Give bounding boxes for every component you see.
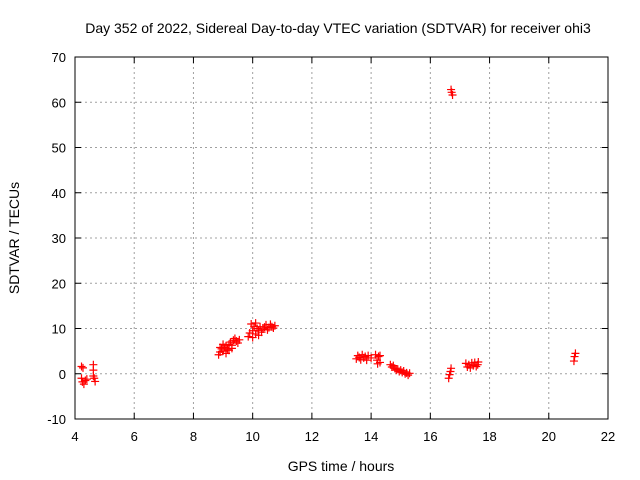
data-point <box>571 349 580 358</box>
data-point <box>254 331 263 340</box>
data-point <box>367 353 376 362</box>
y-tick-label: 30 <box>52 231 66 246</box>
data-point <box>472 362 481 371</box>
data-point <box>251 319 260 328</box>
data-point <box>78 363 87 372</box>
data-point <box>404 371 413 380</box>
x-tick-label: 22 <box>601 429 615 444</box>
y-tick-label: 40 <box>52 186 66 201</box>
y-axis-label: SDTVAR / TECUs <box>6 182 22 294</box>
x-axis: 4 6 8 10 12 14 16 18 20 22 <box>71 57 615 444</box>
data-point <box>77 362 86 371</box>
data-point <box>405 369 414 378</box>
x-tick-label: 12 <box>305 429 319 444</box>
chart-title: Day 352 of 2022, Sidereal Day-to-day VTE… <box>85 20 591 36</box>
x-tick-label: 4 <box>71 429 78 444</box>
data-point <box>375 351 384 360</box>
data-point <box>227 344 236 353</box>
data-point <box>362 356 371 365</box>
x-tick-label: 18 <box>482 429 496 444</box>
data-point <box>444 374 453 383</box>
data-point <box>353 351 362 360</box>
data-point <box>235 335 244 344</box>
data-point <box>374 352 383 361</box>
y-tick-label: 20 <box>52 276 66 291</box>
y-tick-label: 10 <box>52 322 66 337</box>
y-tick-label: 50 <box>52 141 66 156</box>
x-axis-label: GPS time / hours <box>288 458 395 474</box>
data-point <box>82 375 91 384</box>
y-tick-label: 70 <box>52 50 66 65</box>
data-point <box>219 340 228 349</box>
data-point <box>375 358 384 367</box>
data-point <box>81 376 90 385</box>
y-axis: -10 0 10 20 30 40 50 60 70 <box>47 50 608 427</box>
data-point <box>270 321 279 330</box>
x-tick-label: 10 <box>245 429 259 444</box>
x-tick-label: 8 <box>190 429 197 444</box>
data-point <box>448 91 457 100</box>
x-tick-label: 16 <box>423 429 437 444</box>
x-tick-label: 20 <box>542 429 556 444</box>
data-point <box>244 332 253 341</box>
data-point <box>79 380 88 389</box>
data-point <box>447 364 456 373</box>
data-points <box>77 85 580 389</box>
y-tick-label: 60 <box>52 95 66 110</box>
x-tick-label: 14 <box>364 429 378 444</box>
data-point <box>259 324 268 333</box>
data-point <box>474 357 483 366</box>
y-tick-label: 0 <box>59 367 66 382</box>
y-tick-label: -10 <box>47 412 66 427</box>
data-point <box>91 377 100 386</box>
x-tick-label: 6 <box>131 429 138 444</box>
grid-lines <box>75 57 608 419</box>
data-point <box>248 333 257 342</box>
